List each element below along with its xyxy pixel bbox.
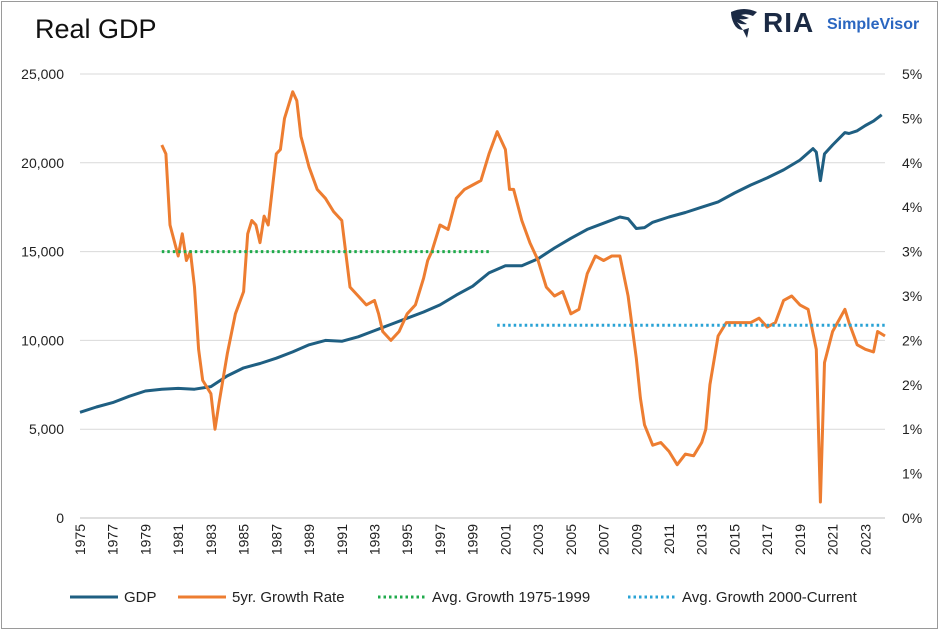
ria-simplevisor-logo: RIA SimpleVisor — [727, 6, 927, 40]
series-line-gdp — [79, 113, 883, 414]
x-tick-label: 2011 — [661, 524, 677, 554]
y-left-tick-label: 10,000 — [21, 332, 64, 348]
y-right-tick-label: 5% — [902, 66, 922, 82]
axes: 0 5,000 10,000 15,000 20,000 25,000 0% 1% 1% 2% 2%… — [21, 66, 922, 555]
x-tick-label: 2003 — [530, 524, 546, 555]
x-tick-label: 1983 — [203, 524, 219, 555]
x-tick-label: 1975 — [72, 524, 88, 555]
x-tick-label: 1981 — [170, 524, 186, 555]
x-tick-label: 1995 — [399, 524, 415, 555]
y-right-tick-label: 1% — [902, 421, 922, 437]
x-tick-label: 2013 — [694, 524, 710, 555]
legend-label: Avg. Growth 1975-1999 — [432, 589, 590, 606]
x-tick-label: 2021 — [825, 524, 841, 555]
legend: GDP 5yr. Growth Rate Avg. Growth 1975-1999… — [70, 589, 858, 606]
legend-label: Avg. Growth 2000-Current — [682, 589, 858, 606]
y-right-tick-label: 3% — [902, 244, 922, 260]
x-tick-label: 1991 — [334, 524, 350, 555]
y-right-tick-label: 5% — [902, 110, 922, 126]
y-right-tick-label: 2% — [902, 332, 922, 348]
y-left-tick-label: 15,000 — [21, 244, 64, 260]
x-tick-label: 1997 — [432, 524, 448, 555]
y-left-tick-label: 0 — [56, 510, 64, 526]
y-right-tick-label: 1% — [902, 466, 922, 482]
legend-label: GDP — [124, 589, 157, 606]
y-left-tick-label: 5,000 — [29, 421, 64, 437]
y-right-tick-label: 4% — [902, 199, 922, 215]
y-right-tick-label: 0% — [902, 510, 922, 526]
eagle-icon — [731, 9, 757, 38]
x-tick-label: 2017 — [759, 524, 775, 555]
x-tick-label: 1979 — [137, 524, 153, 555]
y-right-tick-label: 2% — [902, 377, 922, 393]
x-tick-label: 1989 — [301, 524, 317, 555]
series-line-5yr-growth-rate — [160, 90, 886, 504]
y-left-tick-label: 20,000 — [21, 155, 64, 171]
x-tick-label: 2007 — [596, 524, 612, 555]
y-right-tick-label: 4% — [902, 155, 922, 171]
x-tick-label: 1985 — [236, 524, 252, 555]
x-tick-label: 1999 — [465, 524, 481, 555]
x-tick-label: 2015 — [726, 524, 742, 555]
logo-product: SimpleVisor — [827, 16, 920, 33]
legend-label: 5yr. Growth Rate — [232, 589, 345, 606]
x-tick-label: 1993 — [367, 524, 383, 555]
chart-title: Real GDP — [35, 14, 157, 44]
x-tick-label: 2001 — [497, 524, 513, 555]
series-lines — [79, 90, 886, 504]
x-tick-label: 2005 — [563, 524, 579, 555]
x-tick-label: 2023 — [857, 524, 873, 555]
y-left-tick-label: 25,000 — [21, 66, 64, 82]
x-tick-label: 2019 — [792, 524, 808, 555]
y-right-tick-label: 3% — [902, 288, 922, 304]
x-tick-label: 1977 — [105, 524, 121, 555]
x-tick-label: 2009 — [628, 524, 644, 555]
logo-brand: RIA — [763, 7, 815, 38]
x-tick-label: 1987 — [268, 524, 284, 555]
